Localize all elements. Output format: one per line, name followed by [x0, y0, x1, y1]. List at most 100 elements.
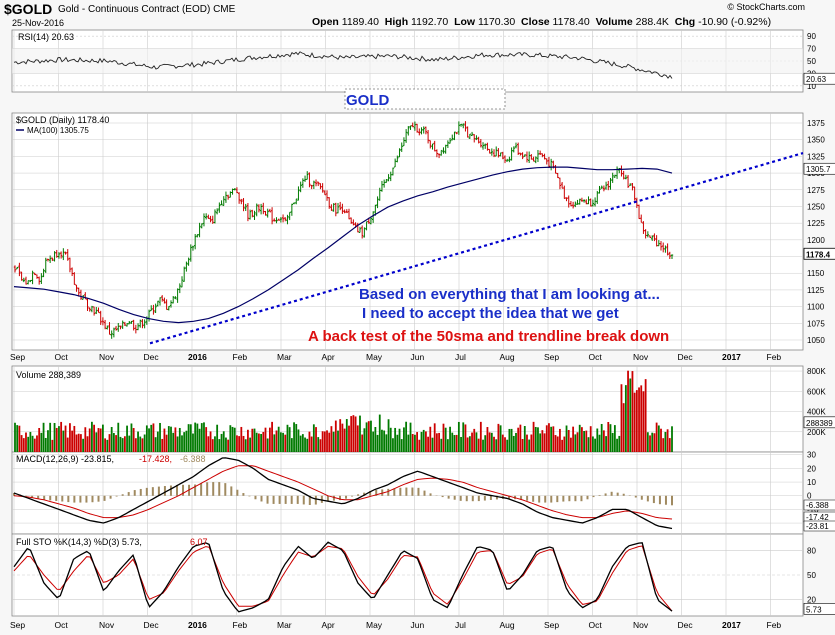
sto-current-label: 5.73 — [806, 605, 822, 614]
ma100-line — [13, 166, 673, 324]
chg-value: -10.90 (-0.92%) — [698, 16, 772, 28]
price-tick-label: 1125 — [807, 286, 825, 295]
x-tick-label: May — [366, 352, 383, 362]
gold-label: GOLD — [346, 92, 389, 109]
x-tick-label: Sep — [10, 352, 25, 362]
x-tick-label-bottom: Feb — [767, 620, 782, 630]
price-tick-label: 1200 — [807, 236, 825, 245]
x-tick-label: Nov — [633, 352, 649, 362]
volume-title: Volume 288,389 — [16, 370, 81, 380]
x-tick-label: Feb — [233, 352, 248, 362]
rsi-current-label: 20.63 — [806, 75, 827, 84]
rsi-tick-label: 90 — [807, 32, 816, 41]
x-tick-label-bottom: Feb — [233, 620, 248, 630]
chart-header: $GOLD Gold - Continuous Contract (EOD) C… — [0, 0, 835, 30]
x-tick-label-bottom: Mar — [277, 620, 292, 630]
x-tick-label: Jul — [455, 352, 466, 362]
x-tick-label-bottom: Nov — [99, 620, 115, 630]
macd-current-box — [803, 499, 835, 511]
trendline — [149, 152, 804, 345]
x-tick-label: Dec — [144, 352, 160, 362]
x-tick-label-bottom: Dec — [144, 620, 160, 630]
x-tick-label: Sep — [544, 352, 559, 362]
x-tick-label: Oct — [589, 352, 603, 362]
volume-tick-label: 800K — [807, 367, 826, 376]
sto-tick-label: 20 — [807, 596, 816, 605]
price-tick-label: 1075 — [807, 319, 825, 328]
macd-current-label: -6.388 — [806, 501, 829, 510]
exchange: CME — [213, 4, 236, 15]
x-tick-label-bottom: Oct — [55, 620, 69, 630]
close-label: Close — [521, 16, 550, 28]
price-tick-label: 1275 — [807, 186, 825, 195]
macd-title-signal: -17.428, — [139, 454, 172, 464]
price-tick-label: 1325 — [807, 152, 825, 161]
x-tick-label: Aug — [500, 352, 515, 362]
x-tick-label-bottom: May — [366, 620, 383, 630]
x-tick-label: Oct — [55, 352, 69, 362]
price-tick-label: 1100 — [807, 303, 825, 312]
brand: © StockCharts.com — [727, 2, 805, 12]
x-tick-label: Jun — [411, 352, 425, 362]
chart-date: 25-Nov-2016 — [12, 18, 65, 28]
sto-current-box — [803, 603, 835, 615]
annotation-line2: I need to accept the idea that we get — [362, 305, 619, 322]
price-title: $GOLD (Daily) 1178.40 — [16, 115, 109, 125]
sto-tick-label: 50 — [807, 571, 816, 580]
panel-macd — [11, 451, 804, 535]
low-value: 1170.30 — [478, 16, 516, 28]
gold-label-box — [344, 88, 506, 110]
high-value: 1192.70 — [411, 16, 449, 28]
macd-tick-label: 30 — [807, 451, 816, 460]
macd-line — [13, 457, 673, 530]
x-tick-label: Dec — [678, 352, 694, 362]
rsi-current-box — [803, 72, 835, 85]
volume-current-label: 288389 — [806, 419, 833, 428]
symbol: $GOLD — [4, 1, 53, 17]
x-tick-label-bottom: 2016 — [188, 620, 207, 630]
annotation-line3: A back test of the 50sma and trendline b… — [308, 328, 669, 345]
low-label: Low — [454, 16, 476, 28]
x-tick-label-bottom: Apr — [322, 620, 335, 630]
volume-value: 288.4K — [635, 16, 669, 28]
chg-label: Chg — [674, 16, 696, 28]
panel-price — [11, 112, 804, 351]
price-tick-label: 1150 — [807, 269, 825, 278]
high-label: High — [384, 16, 409, 28]
instrument-name-text: Gold - Continuous Contract (EOD) — [58, 4, 211, 15]
rsi-title: RSI(14) 20.63 — [18, 32, 74, 42]
macd-current-label: -23.81 — [806, 522, 829, 531]
sto-title: Full STO %K(14,3) %D(3) 5.73, — [16, 537, 142, 547]
price-tick-label: 1250 — [807, 202, 825, 211]
x-tick-label-bottom: Jul — [455, 620, 466, 630]
ohlc-readout: Open 1189.40 High 1192.70 Low 1170.30 Cl… — [312, 16, 771, 28]
ma-current-box — [803, 162, 835, 175]
x-tick-label: 2016 — [188, 352, 207, 362]
price-current-box — [803, 247, 835, 260]
macd-title-hist: -6.388 — [180, 454, 206, 464]
sto-title-d: 6.07 — [190, 537, 208, 547]
x-tick-label-bottom: Aug — [500, 620, 515, 630]
macd-tick-label: 20 — [807, 464, 816, 473]
close-value: 1178.40 — [552, 16, 590, 28]
price-tick-label: 1350 — [807, 136, 825, 145]
volume-tick-label: 200K — [807, 428, 826, 437]
volume-current-box — [803, 416, 835, 429]
rsi-tick-label: 50 — [807, 57, 816, 66]
x-tick-label-bottom: Nov — [633, 620, 649, 630]
macd-current-box — [803, 520, 835, 532]
x-tick-label: Apr — [322, 352, 335, 362]
x-tick-label-bottom: Sep — [10, 620, 25, 630]
price-current-label: 1178.4 — [806, 250, 831, 259]
open-value: 1189.40 — [341, 16, 379, 28]
sto-tick-label: 80 — [807, 546, 816, 555]
rsi-tick-label: 10 — [807, 82, 816, 91]
price-tick-label: 1225 — [807, 219, 825, 228]
x-tick-label: Nov — [99, 352, 115, 362]
volume-tick-label: 400K — [807, 408, 826, 417]
x-tick-label-bottom: Jun — [411, 620, 425, 630]
instrument-name: Gold - Continuous Contract (EOD) CME — [58, 4, 235, 15]
x-tick-label-bottom: Sep — [544, 620, 559, 630]
